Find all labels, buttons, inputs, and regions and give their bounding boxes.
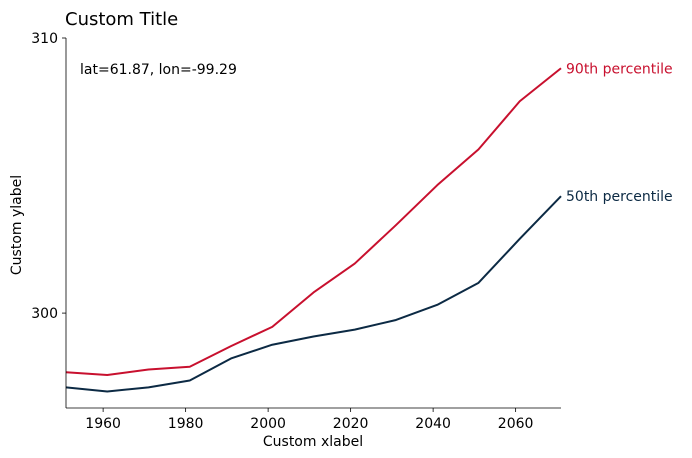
y-tick-label: 300 xyxy=(31,306,58,322)
series-label-50th-percentile: 50th percentile xyxy=(566,189,673,205)
x-tick-label: 1960 xyxy=(85,416,121,432)
y-axis-label: Custom ylabel xyxy=(9,175,25,275)
x-tick-label: 2060 xyxy=(498,416,534,432)
x-tick-label: 2040 xyxy=(415,416,451,432)
series-labels: 90th percentile 50th percentile xyxy=(566,61,673,205)
ticks: 1960 1980 2000 2020 2040 2060 300 310 xyxy=(31,31,533,432)
axes xyxy=(65,38,561,409)
x-tick-label: 2020 xyxy=(333,416,369,432)
chart-title: Custom Title xyxy=(65,9,178,30)
series-line-90th-percentile xyxy=(65,67,562,376)
x-tick-label: 1980 xyxy=(168,416,204,432)
series-line-50th-percentile xyxy=(65,195,562,393)
x-axis-label: Custom xlabel xyxy=(263,434,363,450)
plot-area xyxy=(65,67,562,393)
x-tick-label: 2000 xyxy=(250,416,286,432)
location-annotation: lat=61.87, lon=-99.29 xyxy=(80,62,237,78)
y-tick-label: 310 xyxy=(31,31,58,47)
series-label-90th-percentile: 90th percentile xyxy=(566,61,673,77)
